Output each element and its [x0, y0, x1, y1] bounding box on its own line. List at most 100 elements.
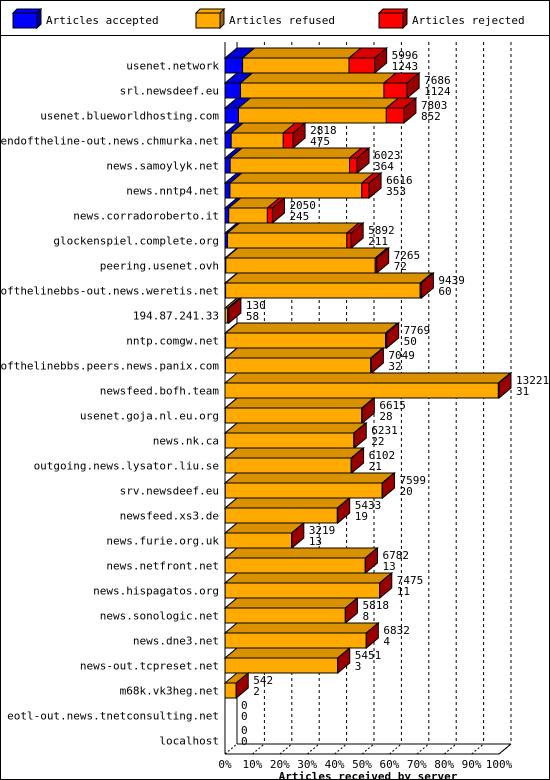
bar-top-segment [241, 47, 363, 59]
bar-top-segment [223, 647, 352, 659]
data-label-refused: 6023 [374, 149, 401, 162]
bar-side-face [292, 121, 306, 150]
bar-segment [224, 632, 367, 649]
floor-line [224, 743, 238, 755]
data-label-refused: 7803 [421, 99, 448, 112]
bar-side-face [370, 346, 384, 375]
bar-side-face [351, 446, 365, 475]
bar-segment [224, 682, 237, 699]
legend-label: Articles accepted [46, 14, 159, 27]
legend-swatch [378, 12, 404, 29]
bar-top-segment [224, 272, 434, 284]
floor-line [279, 743, 293, 755]
category-label: news.corradoroberto.it [73, 210, 219, 223]
bar-segment [224, 407, 363, 424]
bar-segment [224, 657, 339, 674]
bar-top-segment [223, 397, 376, 409]
category-label: news.hispagatos.org [93, 585, 219, 598]
category-label: news.nntp4.net [126, 185, 219, 198]
bar-side-face [228, 296, 242, 325]
bar-segment [224, 482, 383, 499]
bar-segment [224, 57, 244, 74]
data-label-refused: 5892 [368, 224, 395, 237]
bar-segment [224, 182, 231, 199]
bar-side-face [337, 496, 351, 525]
bar-segment [226, 232, 348, 249]
data-label-refused: 5996 [392, 49, 419, 62]
data-label-refused: 6102 [369, 449, 396, 462]
category-label: news.sonologic.net [100, 610, 219, 623]
bar-segment [224, 207, 230, 224]
category-label: usenet.blueworldhosting.com [40, 110, 219, 123]
x-tick-label: 30% [297, 758, 317, 771]
x-tick-label: 90% [462, 758, 482, 771]
bar-side-face [420, 271, 434, 300]
category-label: peering.usenet.ovh [100, 260, 219, 273]
bar-side-face [365, 621, 379, 650]
data-label-refused: 5818 [362, 599, 389, 612]
bar-segment [225, 332, 387, 349]
bar-side-face [344, 596, 358, 625]
data-label-rejected: 0 [241, 735, 248, 748]
bar-side-face [376, 246, 390, 275]
legend-swatch-side [36, 7, 42, 30]
bar-top-segment [223, 422, 368, 434]
floor-right-line [498, 743, 512, 755]
bar-top-segment [224, 247, 389, 259]
legend-swatch-top [11, 8, 43, 14]
bar-segment [361, 182, 370, 199]
data-label-refused: 2818 [310, 124, 337, 137]
x-tick-label: 0% [218, 758, 232, 771]
data-label-rejected: 13 [382, 560, 395, 573]
data-label-rejected: 22 [371, 435, 384, 448]
data-label-rejected: 852 [421, 110, 441, 123]
category-label: endofthelinebbs.peers.news.panix.com [0, 360, 219, 373]
bar-top-segment [223, 572, 393, 584]
data-label-refused: 3219 [309, 524, 336, 537]
bar-segment [224, 507, 338, 524]
data-label-refused: 7475 [397, 574, 424, 587]
category-label: nntp.comgw.net [126, 335, 219, 348]
bar-top-segment [223, 622, 380, 634]
category-label: news.furie.org.uk [106, 535, 219, 548]
category-label: endoftheline-out.news.chmurka.net [0, 135, 219, 148]
bar-segment [230, 132, 284, 149]
data-label-rejected: 3 [355, 660, 362, 673]
category-label: srv.newsdeef.eu [120, 485, 219, 498]
x-tick-label: 60% [379, 758, 399, 771]
data-label-rejected: 60 [438, 285, 451, 298]
x-tick-label: 70% [407, 758, 427, 771]
bar-side-face [374, 46, 388, 75]
data-label-refused: 5433 [355, 499, 382, 512]
bar-segment [383, 82, 408, 99]
bar-side-face [361, 396, 375, 425]
legend-swatch-side [402, 7, 408, 30]
bar-side-face [379, 571, 393, 600]
data-label-rejected: 475 [310, 135, 330, 148]
data-label-refused: 7049 [388, 349, 415, 362]
bar-segment [224, 357, 372, 374]
category-label: eotl-out.news.tnetconsulting.net [7, 710, 219, 723]
bar-segment [229, 157, 351, 174]
bar-top-segment [223, 597, 359, 609]
bar-segment [224, 382, 499, 399]
floor-line [443, 743, 457, 755]
category-label: usenet.goja.nl.eu.org [80, 410, 219, 423]
data-label-rejected: 21 [369, 460, 382, 473]
category-label: newsfeed.xs3.de [120, 510, 219, 523]
data-label-rejected: 20 [400, 485, 413, 498]
data-label-rejected: 28 [379, 410, 392, 423]
data-label-refused: 13221 [516, 374, 549, 387]
x-tick-label: 40% [325, 758, 345, 771]
bar-side-face [368, 171, 382, 200]
data-label-rejected: 19 [355, 510, 368, 523]
x-tick-label: 20% [270, 758, 290, 771]
data-label-rejected: 1124 [424, 85, 451, 98]
bar-top-segment [224, 322, 400, 334]
data-label-refused: 5451 [355, 649, 382, 662]
floor-line [306, 743, 320, 755]
data-label-rejected: 353 [386, 185, 406, 198]
data-label-rejected: 13 [309, 535, 322, 548]
data-label-rejected: 245 [289, 210, 309, 223]
